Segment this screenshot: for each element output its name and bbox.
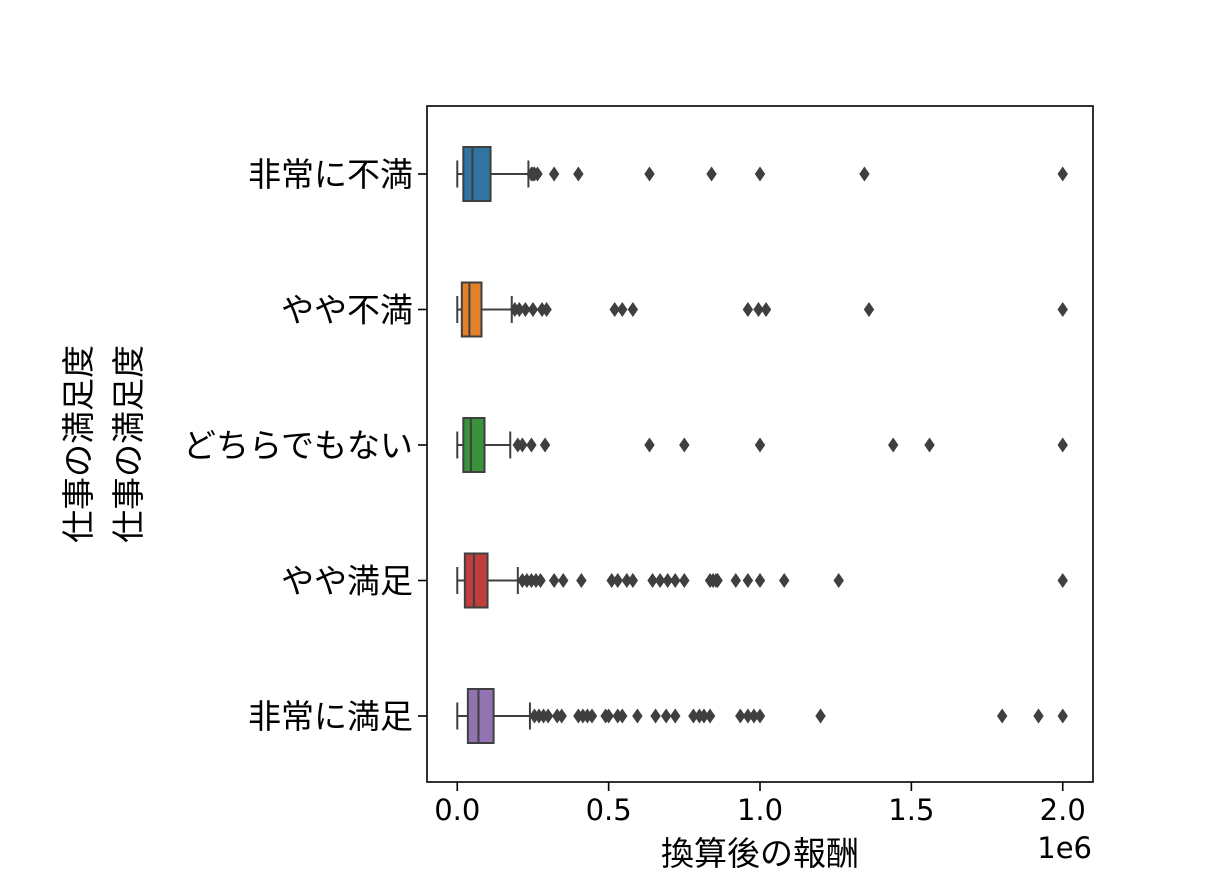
- outlier-point: [755, 709, 765, 724]
- outlier-point: [1058, 167, 1068, 182]
- outlier-point: [834, 573, 844, 588]
- outlier-point: [528, 302, 538, 317]
- outlier-point: [632, 709, 642, 724]
- outlier-point: [924, 438, 934, 453]
- box-iqr: [462, 283, 482, 337]
- outlier-point: [679, 438, 689, 453]
- outlier-point: [617, 302, 627, 317]
- box-group: [457, 554, 1068, 608]
- box-group: [457, 418, 1068, 472]
- outlier-point: [558, 573, 568, 588]
- outlier-point: [628, 302, 638, 317]
- box-iqr: [463, 147, 490, 201]
- outlier-point: [644, 167, 654, 182]
- outlier-point: [573, 167, 583, 182]
- box-iqr: [468, 689, 494, 743]
- y-tick-label: 非常に満足: [248, 697, 413, 736]
- outlier-point: [661, 709, 671, 724]
- boxes-layer: [457, 147, 1068, 743]
- outlier-point: [613, 573, 623, 588]
- outlier-point: [755, 438, 765, 453]
- x-axis-offset-text: 1e6: [1037, 831, 1092, 865]
- y-axis-label-line-2: 仕事の満足度: [109, 345, 148, 543]
- outlier-point: [526, 438, 536, 453]
- outlier-point: [755, 167, 765, 182]
- box-iqr: [465, 554, 488, 608]
- y-axis-label-line-1: 仕事の満足度: [59, 345, 98, 543]
- outlier-point: [1033, 709, 1043, 724]
- outlier-point: [1058, 573, 1068, 588]
- outlier-point: [743, 573, 753, 588]
- x-axis: 0.0 0.5 1.0 1.5 2.0: [434, 782, 1086, 827]
- outlier-point: [670, 573, 680, 588]
- x-tick-label: 0.5: [586, 793, 632, 827]
- x-tick-label: 1.5: [888, 793, 934, 827]
- outlier-point: [755, 573, 765, 588]
- box-iqr: [463, 418, 484, 472]
- outlier-point: [644, 438, 654, 453]
- y-tick-label: どちらでもない: [183, 426, 413, 465]
- y-tick-label: 非常に不満: [248, 155, 413, 194]
- outlier-point: [997, 709, 1007, 724]
- outlier-point: [706, 167, 716, 182]
- outlier-point: [815, 709, 825, 724]
- outlier-point: [864, 302, 874, 317]
- outlier-point: [705, 709, 715, 724]
- x-tick-label: 2.0: [1040, 793, 1086, 827]
- outlier-point: [1058, 302, 1068, 317]
- outlier-point: [670, 709, 680, 724]
- outlier-point: [628, 573, 638, 588]
- outlier-point: [1058, 438, 1068, 453]
- outlier-point: [549, 167, 559, 182]
- outlier-point: [540, 438, 550, 453]
- outlier-point: [679, 573, 689, 588]
- box-group: [457, 147, 1068, 201]
- outlier-point: [779, 573, 789, 588]
- x-tick-label: 1.0: [737, 793, 783, 827]
- x-tick-label: 0.0: [434, 793, 480, 827]
- outlier-point: [888, 438, 898, 453]
- outlier-point: [1058, 709, 1068, 724]
- y-tick-label: やや不満: [281, 291, 413, 330]
- box-group: [457, 689, 1068, 743]
- outlier-point: [731, 573, 741, 588]
- y-tick-label: やや満足: [281, 562, 413, 601]
- outlier-point: [549, 573, 559, 588]
- outlier-point: [761, 302, 771, 317]
- box-group: [457, 283, 1068, 337]
- outlier-point: [650, 709, 660, 724]
- outlier-point: [859, 167, 869, 182]
- outlier-point: [743, 302, 753, 317]
- outlier-point: [576, 573, 586, 588]
- x-axis-label: 換算後の報酬: [661, 834, 859, 873]
